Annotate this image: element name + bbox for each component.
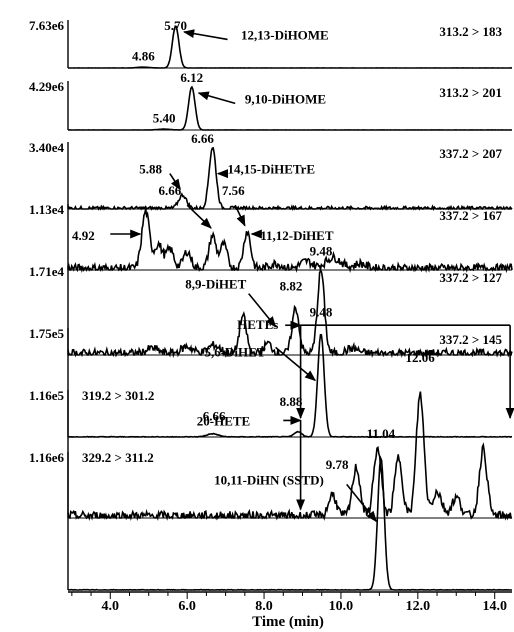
peak-label: 6.12 [180,70,203,85]
peak-label: 8.82 [280,278,303,293]
y-max-label: 1.71e4 [29,264,65,279]
annotation-arrow [169,173,181,191]
transition-label: 337.2 > 207 [439,146,502,161]
annotation-arrow [186,204,212,229]
x-axis: 4.0 6.0 8.0 10.0 12.0 14.0 [68,591,512,614]
panel-5: 1.71e4 337.2 > 127 9.48 8.82 8,9-DiHET [29,243,513,359]
y-max-label: 4.29e6 [29,79,65,94]
peak-label: 7.56 [222,183,245,198]
peak-label: 5.40 [153,110,176,125]
y-max-label: 1.13e4 [29,202,65,217]
peak-label: 10,11-DiHN (SSTD) [214,472,324,487]
panel-2: 4.29e6 313.2 > 201 6.12 5.40 9,10-DiHOME [29,70,512,131]
annotation-arrow [248,293,277,328]
transition-label: 329.2 > 311.2 [82,450,154,465]
peak-label: 5.88 [139,162,162,177]
y-max-label: 3.40e4 [29,140,65,155]
y-max-label: 1.16e6 [29,450,65,465]
peak-label: 8,9-DiHET [185,277,246,292]
annotation-arrow [234,204,246,227]
peak-label: 12.06 [405,350,435,365]
annotation-arrow [275,346,317,382]
annotation-arrow [346,483,378,523]
x-tick-label: 14.0 [482,599,507,614]
peak-label: 4.86 [132,48,155,63]
peak-label: 20-HETE [197,413,250,428]
x-tick-label: 10.0 [329,599,354,614]
x-tick-label: 12.0 [406,599,431,614]
y-max-label: 7.63e6 [29,18,65,33]
y-max-label: 1.16e5 [29,388,65,403]
transition-label: 313.2 > 183 [439,24,502,39]
peak-label: 9.48 [310,243,333,258]
x-tick-label: 4.0 [102,599,120,614]
peak-label: HETEs [237,317,278,332]
transition-label: 337.2 > 167 [439,208,502,223]
transition-label: 337.2 > 145 [439,332,502,347]
chromatogram-panels: 7.63e6 313.2 > 183 5.70 4.86 12,13-DiHOME 4.2… [29,18,514,591]
panel-6: 1.75e5 337.2 > 145 9.48 8.88 6.66 5,6-DiHET [29,304,513,438]
x-tick-label: 6.0 [178,599,196,614]
peak-label: 4.92 [72,228,95,243]
peak-label: 9,10-DiHOME [245,91,326,106]
x-axis-title: Time (min) [252,614,324,630]
annotation-arrow [197,91,236,105]
peak-label: 14,15-DiHETrE [228,162,316,177]
peak-label: 6.66 [203,409,226,424]
panel-1: 7.63e6 313.2 > 183 5.70 4.86 12,13-DiHOME [29,18,512,69]
peak-label: 9.48 [310,304,333,319]
panel-3: 3.40e4 337.2 > 207 6.66 5.88 14,15-DiHETrE [29,131,513,212]
panel-8: 1.16e6 329.2 > 311.2 11.04 10,11-DiHN (SSTD… [29,426,512,591]
peak-label: 6.66 [158,183,181,198]
peak-label: 11,12-DiHET [260,228,334,243]
peak-label: 11.04 [367,426,396,441]
y-max-label: 1.75e5 [29,326,65,341]
transition-label: 337.2 > 127 [439,270,502,285]
peak-label: 8.88 [280,394,303,409]
x-tick-label: 8.0 [255,599,273,614]
peak-label: 12,13-DiHOME [241,27,329,42]
peak-label: 9.78 [326,457,349,472]
transition-label: 319.2 > 301.2 [82,388,154,403]
transition-label: 313.2 > 201 [439,85,502,100]
peak-label: 5,6-DiHET [204,345,265,360]
peak-label: 5.70 [164,18,187,33]
annotation-arrow [182,29,228,41]
panel-4: 1.13e4 337.2 > 167 6.66 7.56 4.92 11,12-DiHET [29,183,513,274]
peak-label: 6.66 [191,131,214,146]
